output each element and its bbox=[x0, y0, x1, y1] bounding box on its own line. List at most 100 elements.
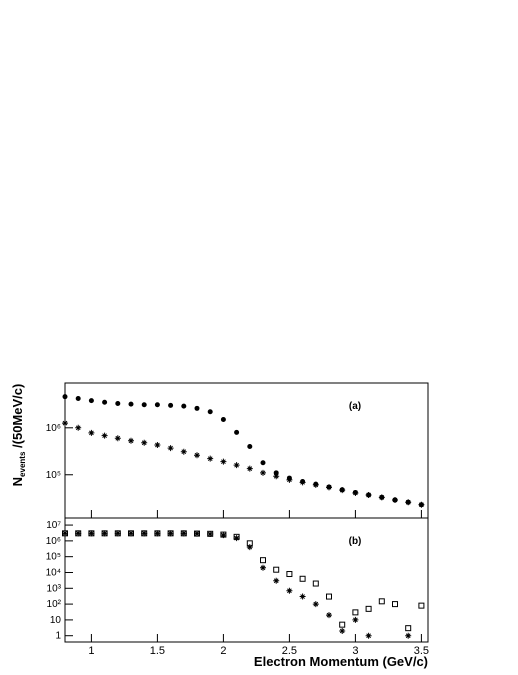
data-point bbox=[312, 601, 319, 608]
data-point bbox=[312, 481, 319, 488]
data-point bbox=[207, 409, 213, 415]
data-point bbox=[194, 405, 200, 411]
data-point bbox=[101, 530, 108, 537]
x-tick-label: 1.5 bbox=[150, 645, 165, 657]
data-point bbox=[154, 442, 161, 449]
data-point bbox=[326, 593, 332, 600]
x-tick-label: 2.5 bbox=[282, 645, 297, 657]
data-point bbox=[128, 530, 134, 537]
data-point bbox=[273, 470, 279, 476]
data-point bbox=[75, 530, 82, 537]
y-tick-label: 1 bbox=[55, 631, 61, 642]
data-point bbox=[234, 429, 240, 435]
data-point bbox=[62, 394, 68, 400]
data-point bbox=[352, 489, 359, 496]
y-tick-label: 10⁶ bbox=[46, 423, 61, 434]
data-point bbox=[207, 531, 214, 538]
data-point bbox=[260, 460, 266, 466]
y-tick-label: 10² bbox=[47, 599, 62, 610]
data-point bbox=[180, 448, 187, 455]
data-point bbox=[286, 476, 293, 483]
data-point bbox=[115, 400, 121, 406]
data-point bbox=[141, 530, 148, 537]
data-point bbox=[154, 402, 160, 408]
data-point bbox=[273, 566, 280, 573]
panel-label: (a) bbox=[349, 401, 361, 412]
data-point bbox=[326, 612, 332, 619]
data-point bbox=[352, 616, 359, 623]
data-point bbox=[233, 462, 240, 469]
data-point bbox=[167, 530, 174, 537]
y-label-rest: /(50MeV/c) bbox=[10, 384, 25, 452]
data-point bbox=[273, 577, 280, 584]
data-point bbox=[405, 625, 412, 632]
data-point bbox=[299, 479, 306, 486]
data-point bbox=[365, 632, 372, 639]
data-point bbox=[128, 437, 134, 444]
data-point bbox=[62, 530, 68, 537]
data-point bbox=[405, 632, 412, 639]
y-label-main: N bbox=[10, 477, 25, 486]
data-point bbox=[114, 435, 121, 442]
data-point bbox=[312, 580, 319, 587]
data-point bbox=[418, 602, 425, 609]
plot-frame bbox=[64, 517, 429, 643]
data-point bbox=[75, 424, 82, 431]
x-tick-label: 3.5 bbox=[414, 645, 429, 657]
data-point bbox=[352, 609, 359, 616]
data-point bbox=[326, 484, 332, 491]
data-point bbox=[260, 557, 266, 564]
data-point bbox=[194, 452, 200, 459]
data-point bbox=[233, 535, 240, 542]
y-tick-label: 10⁴ bbox=[46, 567, 61, 578]
data-point bbox=[167, 445, 174, 452]
data-point bbox=[392, 497, 398, 504]
data-point bbox=[141, 439, 148, 446]
data-point bbox=[286, 571, 293, 578]
data-point bbox=[339, 487, 346, 494]
data-point bbox=[88, 398, 94, 404]
x-tick-label: 1 bbox=[88, 645, 94, 657]
data-point bbox=[101, 432, 108, 439]
data-point bbox=[88, 530, 95, 537]
y-tick-label: 10⁵ bbox=[46, 470, 61, 481]
data-point bbox=[339, 627, 346, 634]
data-point bbox=[154, 530, 161, 537]
y-tick-label: 10³ bbox=[47, 583, 62, 594]
data-point bbox=[168, 402, 174, 408]
y-label-sub: events bbox=[18, 451, 27, 477]
data-point bbox=[62, 420, 68, 427]
data-point bbox=[392, 601, 398, 608]
data-point bbox=[273, 473, 280, 480]
data-point bbox=[180, 530, 187, 537]
y-tick-label: 10⁷ bbox=[46, 520, 61, 531]
data-point bbox=[102, 399, 108, 405]
data-point bbox=[194, 530, 200, 537]
x-tick-label: 3 bbox=[352, 645, 358, 657]
data-point bbox=[365, 605, 372, 612]
y-tick-label: 10⁵ bbox=[46, 552, 61, 563]
data-point bbox=[378, 494, 385, 501]
data-point bbox=[286, 587, 293, 594]
data-point bbox=[246, 465, 253, 472]
data-point bbox=[339, 621, 346, 628]
data-point bbox=[260, 564, 266, 571]
data-point bbox=[405, 499, 412, 506]
data-point bbox=[114, 530, 121, 537]
data-point bbox=[141, 402, 147, 408]
y-tick-label: 10 bbox=[50, 615, 62, 626]
data-point bbox=[260, 469, 266, 476]
data-point bbox=[207, 455, 214, 462]
data-point bbox=[220, 417, 226, 423]
panel-label: (b) bbox=[349, 536, 362, 547]
data-point bbox=[75, 396, 81, 402]
x-axis-label: Electron Momentum (GeV/c) bbox=[254, 654, 428, 669]
data-point bbox=[88, 429, 95, 436]
data-point bbox=[365, 492, 372, 499]
data-point bbox=[181, 403, 187, 409]
data-point bbox=[299, 593, 306, 600]
x-tick-label: 2 bbox=[220, 645, 226, 657]
data-point bbox=[247, 443, 253, 449]
